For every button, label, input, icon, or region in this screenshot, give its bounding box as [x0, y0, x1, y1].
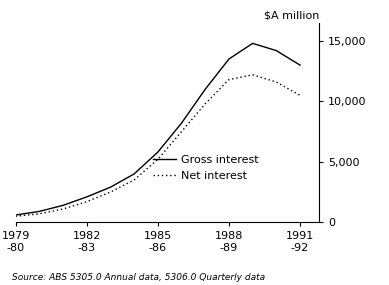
- Gross interest: [203, 87, 208, 91]
- Line: Gross interest: Gross interest: [16, 43, 300, 215]
- Net interest: [13, 215, 18, 218]
- Net interest: [61, 207, 65, 211]
- Gross interest: [274, 49, 279, 52]
- Gross interest: [226, 57, 231, 61]
- Net interest: [250, 73, 255, 76]
- Legend: Gross interest, Net interest: Gross interest, Net interest: [153, 155, 259, 181]
- Text: Source: ABS 5305.0 Annual data, 5306.0 Quarterly data: Source: ABS 5305.0 Annual data, 5306.0 Q…: [12, 273, 265, 282]
- Net interest: [84, 200, 89, 203]
- Gross interest: [250, 42, 255, 45]
- Line: Net interest: Net interest: [16, 75, 300, 216]
- Net interest: [132, 178, 137, 182]
- Gross interest: [156, 150, 160, 154]
- Gross interest: [84, 195, 89, 199]
- Net interest: [298, 94, 302, 97]
- Net interest: [274, 80, 279, 84]
- Net interest: [108, 190, 113, 194]
- Gross interest: [61, 204, 65, 207]
- Gross interest: [298, 63, 302, 67]
- Gross interest: [179, 121, 184, 125]
- Gross interest: [13, 213, 18, 217]
- Net interest: [203, 102, 208, 105]
- Gross interest: [132, 172, 137, 176]
- Gross interest: [37, 210, 42, 213]
- Net interest: [226, 78, 231, 81]
- Net interest: [179, 130, 184, 133]
- Net interest: [37, 212, 42, 215]
- Gross interest: [108, 186, 113, 189]
- Text: $A million: $A million: [264, 11, 319, 21]
- Net interest: [156, 158, 160, 161]
